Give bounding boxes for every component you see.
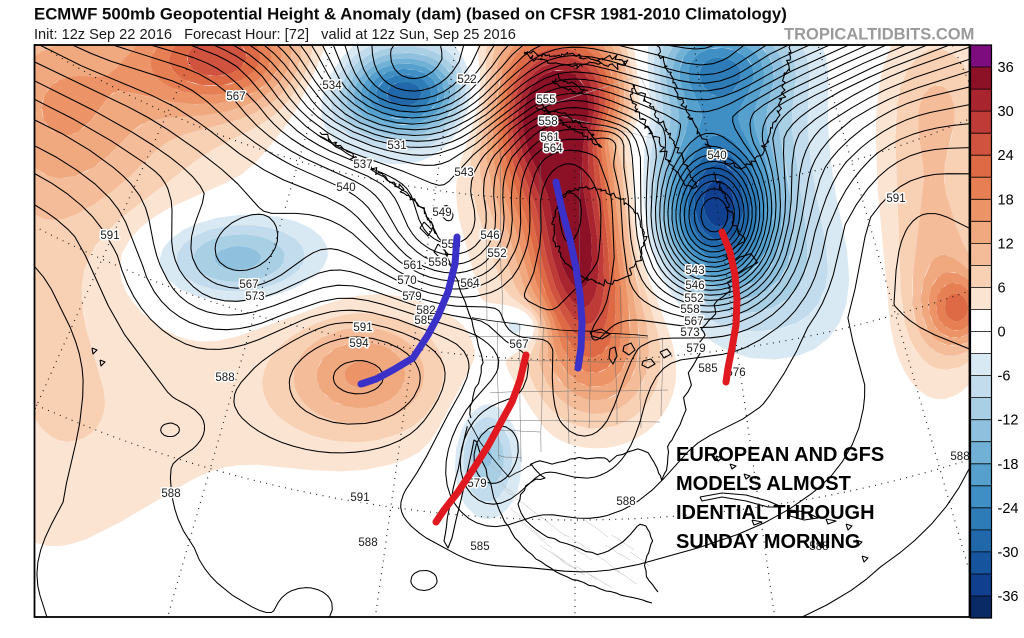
svg-text:-18: -18 bbox=[998, 457, 1019, 473]
svg-text:543: 543 bbox=[685, 265, 704, 277]
svg-text:MODELS ALMOST: MODELS ALMOST bbox=[676, 473, 851, 495]
svg-text:-12: -12 bbox=[998, 413, 1019, 429]
svg-text:567: 567 bbox=[239, 279, 258, 291]
svg-text:-30: -30 bbox=[998, 545, 1019, 561]
svg-text:567: 567 bbox=[509, 339, 528, 351]
svg-text:564: 564 bbox=[460, 278, 480, 290]
svg-text:567: 567 bbox=[226, 91, 245, 103]
svg-text:Init: 12z Sep 22 2016 Foreca: Init: 12z Sep 22 2016 Forecast Hour: [72… bbox=[34, 27, 516, 43]
svg-text:579: 579 bbox=[402, 291, 421, 303]
svg-text:561: 561 bbox=[403, 260, 422, 272]
svg-text:552: 552 bbox=[684, 293, 703, 305]
svg-text:30: 30 bbox=[998, 104, 1014, 120]
svg-text:558: 558 bbox=[428, 257, 447, 269]
svg-text:573: 573 bbox=[245, 291, 264, 303]
svg-text:540: 540 bbox=[336, 182, 355, 194]
svg-text:IDENTIAL THROUGH: IDENTIAL THROUGH bbox=[676, 502, 875, 524]
svg-text:579: 579 bbox=[467, 478, 486, 490]
svg-text:588: 588 bbox=[161, 488, 180, 500]
svg-text:12: 12 bbox=[998, 236, 1014, 252]
svg-text:-6: -6 bbox=[998, 369, 1011, 385]
svg-text:588: 588 bbox=[215, 372, 234, 384]
svg-text:546: 546 bbox=[685, 280, 704, 292]
svg-text:585: 585 bbox=[698, 363, 717, 375]
svg-text:591: 591 bbox=[353, 322, 372, 334]
svg-text:6: 6 bbox=[998, 280, 1006, 296]
svg-text:ECMWF 500mb Geopotential Heigh: ECMWF 500mb Geopotential Height & Anomal… bbox=[34, 5, 787, 24]
svg-text:582: 582 bbox=[416, 305, 435, 317]
svg-text:564: 564 bbox=[543, 143, 563, 155]
svg-text:534: 534 bbox=[322, 80, 342, 92]
svg-text:558: 558 bbox=[680, 304, 699, 316]
svg-text:558: 558 bbox=[538, 116, 557, 128]
svg-text:TROPICALTIDBITS.COM: TROPICALTIDBITS.COM bbox=[784, 25, 974, 43]
svg-text:588: 588 bbox=[616, 496, 635, 508]
svg-text:0: 0 bbox=[998, 325, 1006, 341]
svg-text:531: 531 bbox=[387, 140, 406, 152]
svg-text:585: 585 bbox=[470, 541, 489, 553]
svg-text:591: 591 bbox=[350, 492, 369, 504]
svg-text:570: 570 bbox=[397, 275, 416, 287]
svg-text:552: 552 bbox=[487, 248, 506, 260]
svg-text:540: 540 bbox=[707, 150, 726, 162]
svg-text:591: 591 bbox=[886, 193, 905, 205]
svg-text:549: 549 bbox=[432, 207, 451, 219]
svg-text:588: 588 bbox=[950, 451, 969, 463]
svg-text:555: 555 bbox=[536, 94, 555, 106]
svg-text:567: 567 bbox=[684, 316, 703, 328]
svg-text:588: 588 bbox=[358, 537, 377, 549]
svg-text:-24: -24 bbox=[998, 501, 1019, 517]
svg-text:EUROPEAN AND GFS: EUROPEAN AND GFS bbox=[676, 444, 884, 466]
svg-text:591: 591 bbox=[100, 230, 119, 242]
svg-text:546: 546 bbox=[480, 230, 499, 242]
svg-text:573: 573 bbox=[680, 327, 699, 339]
svg-text:522: 522 bbox=[457, 74, 476, 86]
svg-text:594: 594 bbox=[349, 338, 369, 350]
svg-text:561: 561 bbox=[540, 132, 559, 144]
svg-text:SUNDAY MORNING: SUNDAY MORNING bbox=[676, 531, 860, 553]
svg-text:24: 24 bbox=[998, 148, 1014, 164]
svg-text:588: 588 bbox=[809, 541, 828, 553]
svg-text:36: 36 bbox=[998, 60, 1014, 76]
svg-text:537: 537 bbox=[353, 159, 372, 171]
svg-text:579: 579 bbox=[686, 343, 705, 355]
svg-text:18: 18 bbox=[998, 192, 1014, 208]
svg-text:543: 543 bbox=[454, 167, 473, 179]
svg-text:-36: -36 bbox=[998, 589, 1019, 605]
